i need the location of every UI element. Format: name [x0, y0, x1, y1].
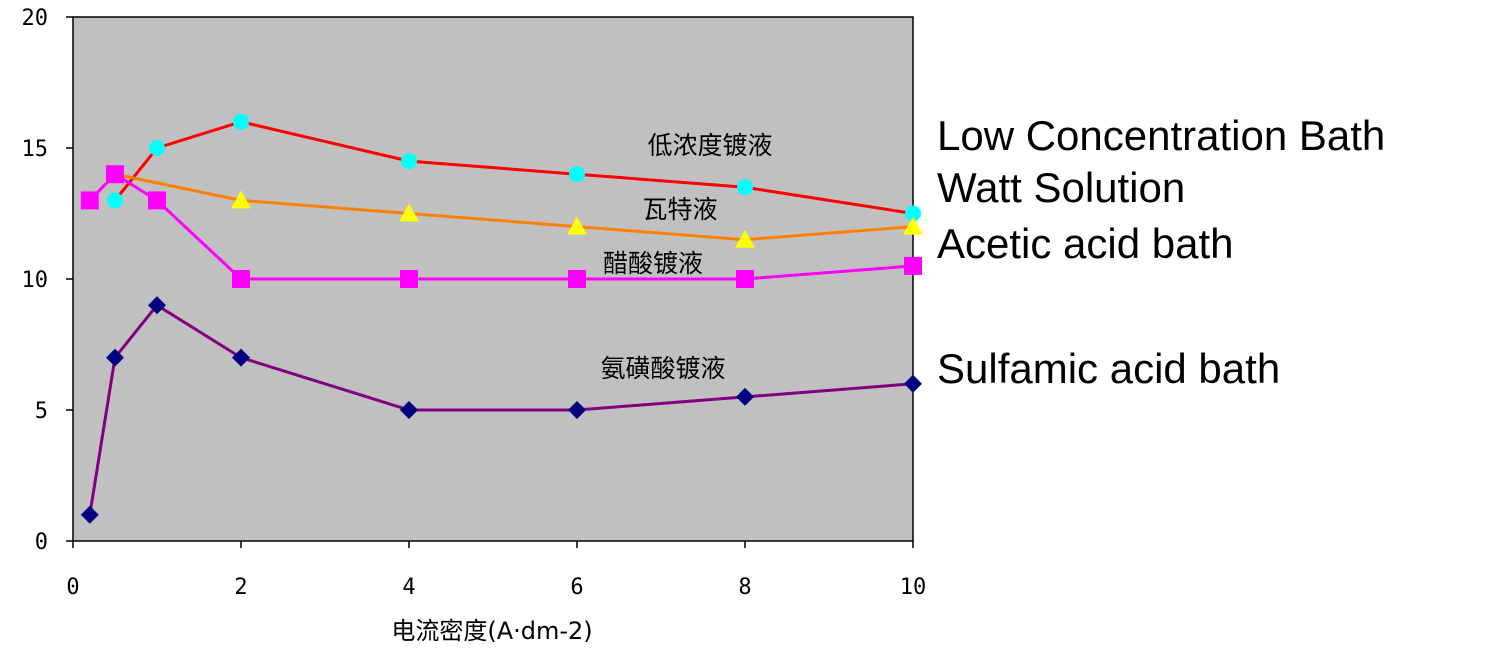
data-point	[568, 401, 586, 419]
data-point	[569, 166, 585, 183]
legend: Low Concentration Bath Watt Solution Aceti…	[937, 112, 1385, 392]
data-point	[80, 191, 99, 210]
x-tick-label: 2	[234, 575, 247, 600]
series-inline-label: 氨磺酸镀液	[600, 354, 725, 383]
data-point	[905, 205, 921, 222]
x-axis-label: 电流密度(A·dm-2)	[391, 617, 592, 645]
x-tick-label: 4	[402, 575, 415, 600]
y-tick-label: 5	[35, 399, 48, 424]
series-inline-label: 醋酸镀液	[603, 249, 703, 278]
data-point	[107, 192, 123, 209]
y-tick-label: 15	[22, 137, 49, 162]
legend-entry: Acetic acid bath	[937, 220, 1234, 267]
legend-entry: Watt Solution	[937, 164, 1185, 211]
x-tick-label: 8	[738, 575, 751, 600]
y-tick-label: 10	[22, 268, 49, 293]
legend-entry: Low Concentration Bath	[937, 112, 1385, 159]
data-point	[232, 270, 250, 288]
data-point	[231, 190, 251, 209]
data-point	[149, 140, 165, 156]
axis-ticks: 0 2 4 6 8 10 0 5 10 15 20	[22, 6, 927, 600]
series-inline-label: 瓦特液	[642, 195, 717, 224]
data-point	[568, 270, 586, 288]
x-tick-label: 10	[900, 575, 927, 600]
data-point	[106, 348, 124, 367]
data-point	[736, 270, 754, 288]
data-point	[148, 296, 166, 315]
legend-entry: Sulfamic acid bath	[937, 345, 1280, 392]
data-point	[400, 401, 418, 419]
data-point	[735, 229, 755, 248]
series-inline-label: 低浓度镀液	[647, 131, 772, 160]
data-point	[567, 216, 587, 235]
data-point	[904, 256, 922, 275]
data-point	[736, 387, 754, 406]
data-point	[148, 191, 166, 210]
data-point	[106, 165, 124, 184]
data-point	[80, 505, 99, 524]
data-point	[233, 113, 249, 130]
data-point	[400, 270, 418, 288]
x-tick-label: 6	[570, 575, 583, 600]
data-point	[903, 216, 923, 235]
series-markers	[80, 113, 923, 524]
x-tick-label: 0	[66, 575, 79, 600]
data-point	[401, 153, 417, 170]
series-line	[88, 303, 914, 516]
data-point	[904, 374, 922, 393]
y-tick-label: 0	[35, 530, 48, 555]
y-tick-label: 20	[22, 6, 49, 31]
data-point	[737, 179, 753, 196]
data-point	[399, 203, 419, 222]
data-point	[232, 348, 250, 367]
series-line	[114, 172, 914, 242]
